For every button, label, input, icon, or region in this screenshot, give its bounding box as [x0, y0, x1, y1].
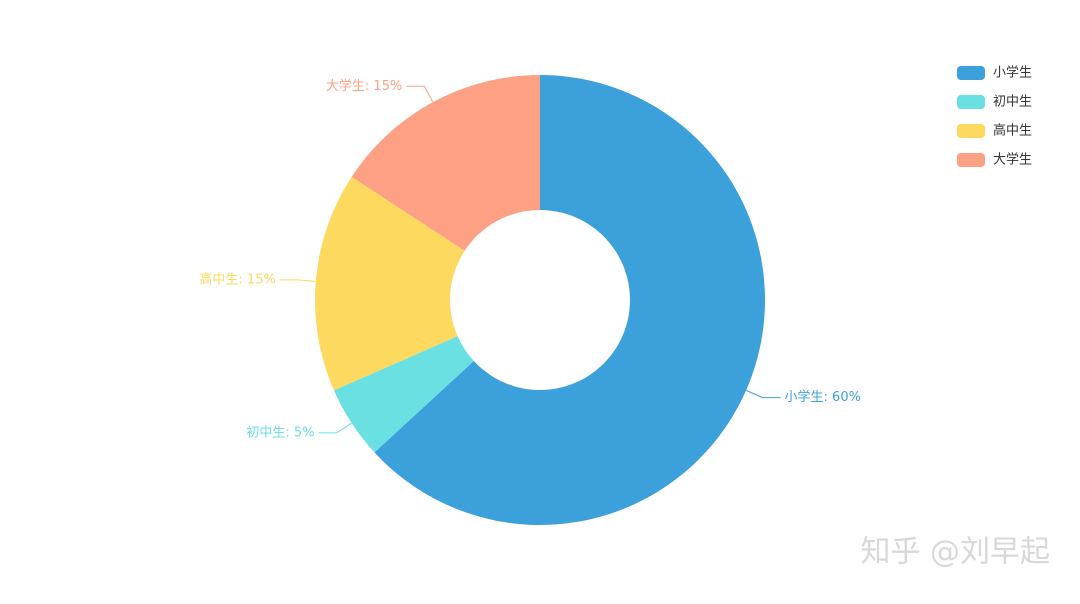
legend-label[interactable]: 初中生	[993, 95, 1032, 110]
data-label: 初中生: 5%	[246, 425, 314, 440]
data-label: 小学生: 60%	[785, 389, 861, 405]
donut-slice	[333, 336, 474, 453]
legend-label[interactable]: 大学生	[993, 152, 1032, 168]
legend-swatch[interactable]	[957, 153, 985, 167]
label-line	[745, 389, 781, 399]
legend-swatch[interactable]	[957, 95, 985, 109]
legend-label[interactable]: 高中生	[993, 123, 1032, 139]
label-line	[406, 85, 434, 103]
watermark: 知乎 @刘早起	[860, 535, 1050, 570]
label-line	[279, 279, 316, 282]
legend-swatch[interactable]	[957, 124, 985, 138]
donut-slice	[351, 75, 540, 251]
donut-slice	[315, 176, 465, 391]
legend-label[interactable]: 小学生	[993, 65, 1032, 81]
data-label: 大学生: 15%	[326, 78, 402, 94]
data-label: 高中生: 15%	[199, 271, 275, 287]
legend-swatch[interactable]	[957, 66, 985, 80]
label-line	[318, 422, 352, 434]
donut-slice	[374, 75, 765, 525]
